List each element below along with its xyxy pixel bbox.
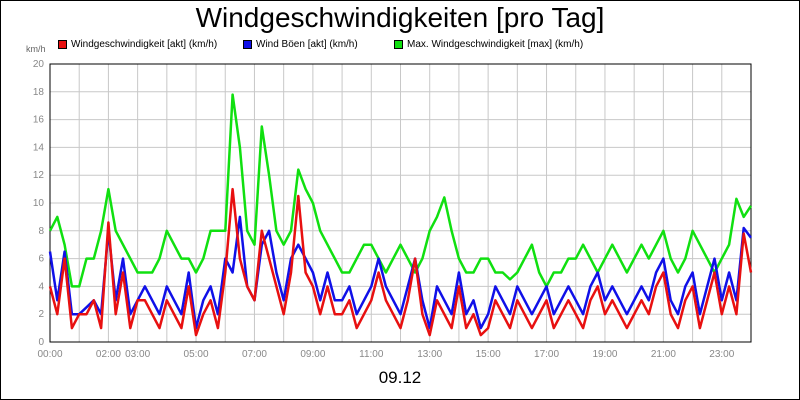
chart-title: Windgeschwindigkeiten [pro Tag]	[195, 2, 605, 33]
x-tick-label: 21:00	[651, 349, 676, 360]
legend-item-max: Max. Windgeschwindigkeit [max] (km/h)	[394, 39, 583, 50]
series-line-1	[48, 215, 753, 330]
legend-item-speed: Windgeschwindigkeit [akt] (km/h)	[58, 39, 217, 50]
legend-label-speed: Windgeschwindigkeit [akt] (km/h)	[71, 39, 218, 50]
x-tick-label: 15:00	[476, 349, 501, 360]
series-line-0	[48, 93, 753, 288]
x-tick-label: 23:00	[709, 349, 734, 360]
x-tick-label: 17:00	[534, 349, 559, 360]
y-unit-label: km/h	[26, 44, 46, 54]
x-tick-label: 02:00	[96, 349, 121, 360]
x-tick-label: 09:00	[300, 349, 325, 360]
y-tick-label: 6	[38, 254, 44, 265]
y-tick-label: 16	[33, 115, 45, 126]
x-tick-label: 19:00	[592, 349, 617, 360]
y-tick-label: 18	[33, 87, 45, 98]
y-tick-label: 4	[38, 281, 44, 292]
series-line-2	[48, 187, 753, 337]
x-tick-label: 13:00	[417, 349, 442, 360]
y-tick-label: 2	[38, 309, 44, 320]
y-tick-label: 12	[33, 170, 45, 181]
legend-item-gusts: Wind Böen [akt] (km/h)	[243, 39, 358, 50]
x-tick-label: 03:00	[125, 349, 150, 360]
y-tick-label: 14	[33, 142, 45, 153]
plot-border	[49, 63, 752, 343]
x-tick-label: 05:00	[184, 349, 209, 360]
y-tick-label: 8	[38, 226, 44, 237]
y-tick-label: 10	[33, 198, 45, 209]
legend-swatch-max	[394, 40, 403, 49]
x-tick-label: 11:00	[359, 349, 384, 360]
legend-swatch-speed	[58, 40, 67, 49]
x-tick-label: 07:00	[242, 349, 267, 360]
legend-label-gusts: Wind Böen [akt] (km/h)	[256, 39, 358, 50]
date-label: 09.12	[378, 368, 422, 387]
y-tick-label: 0	[38, 337, 44, 348]
legend-swatch-gusts	[243, 40, 252, 49]
x-tick-label: 00:00	[37, 349, 62, 360]
y-tick-label: 20	[33, 59, 45, 70]
legend-label-max: Max. Windgeschwindigkeit [max] (km/h)	[407, 39, 584, 50]
